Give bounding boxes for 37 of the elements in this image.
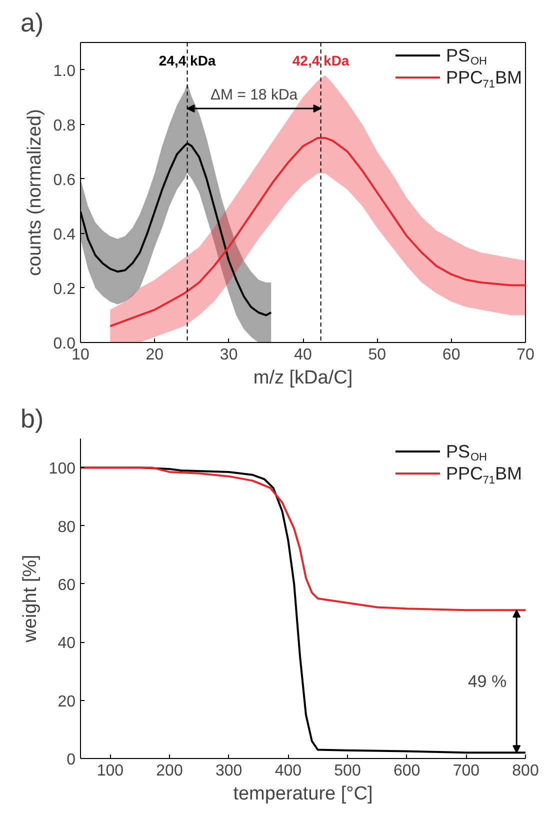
chart-title: b) bbox=[20, 404, 44, 434]
y-tick-label: 100 bbox=[48, 460, 76, 478]
y-axis-title: weight [%] bbox=[20, 554, 41, 644]
x-tick-label: 400 bbox=[274, 762, 302, 780]
ref-line-label: 24,4 kDa bbox=[158, 52, 216, 68]
y-tick-label: 0.8 bbox=[53, 117, 76, 134]
x-tick-label: 30 bbox=[220, 346, 238, 364]
y-axis-title: counts (normalized) bbox=[24, 109, 46, 276]
y-tick-label: 80 bbox=[58, 518, 76, 536]
ref-line-label: 42,4 kDa bbox=[292, 52, 350, 68]
x-tick-label: 600 bbox=[393, 762, 420, 780]
y-tick-label: 0.2 bbox=[53, 280, 76, 298]
x-tick-label: 100 bbox=[96, 762, 124, 780]
x-tick-label: 800 bbox=[512, 762, 539, 780]
line-series bbox=[80, 466, 526, 612]
y-tick-label: 40 bbox=[58, 635, 76, 652]
x-tick-label: 500 bbox=[334, 762, 361, 780]
annotation: ΔM = 18 kDa bbox=[210, 86, 298, 104]
x-axis-title: temperature [°C] bbox=[233, 784, 373, 804]
x-tick-label: 200 bbox=[156, 762, 183, 780]
y-tick-label: 0 bbox=[66, 752, 76, 768]
x-axis-title: m/z [kDa/C] bbox=[253, 368, 353, 388]
x-tick-label: 60 bbox=[442, 346, 460, 364]
x-tick-label: 700 bbox=[452, 762, 480, 780]
y-tick-label: 0.4 bbox=[53, 226, 76, 244]
x-tick-label: 300 bbox=[215, 762, 242, 780]
y-tick-label: 1.0 bbox=[53, 62, 76, 80]
x-tick-label: 50 bbox=[368, 346, 386, 364]
x-tick-label: 70 bbox=[516, 346, 534, 364]
y-tick-label: 60 bbox=[58, 576, 76, 594]
annotation: 49 % bbox=[468, 672, 507, 691]
x-tick-label: 40 bbox=[294, 346, 312, 364]
chart-title: a) bbox=[20, 8, 44, 38]
y-tick-label: 20 bbox=[58, 693, 76, 710]
y-tick-label: 0.6 bbox=[53, 172, 76, 189]
line-series bbox=[109, 136, 526, 328]
x-tick-label: 20 bbox=[146, 346, 164, 364]
